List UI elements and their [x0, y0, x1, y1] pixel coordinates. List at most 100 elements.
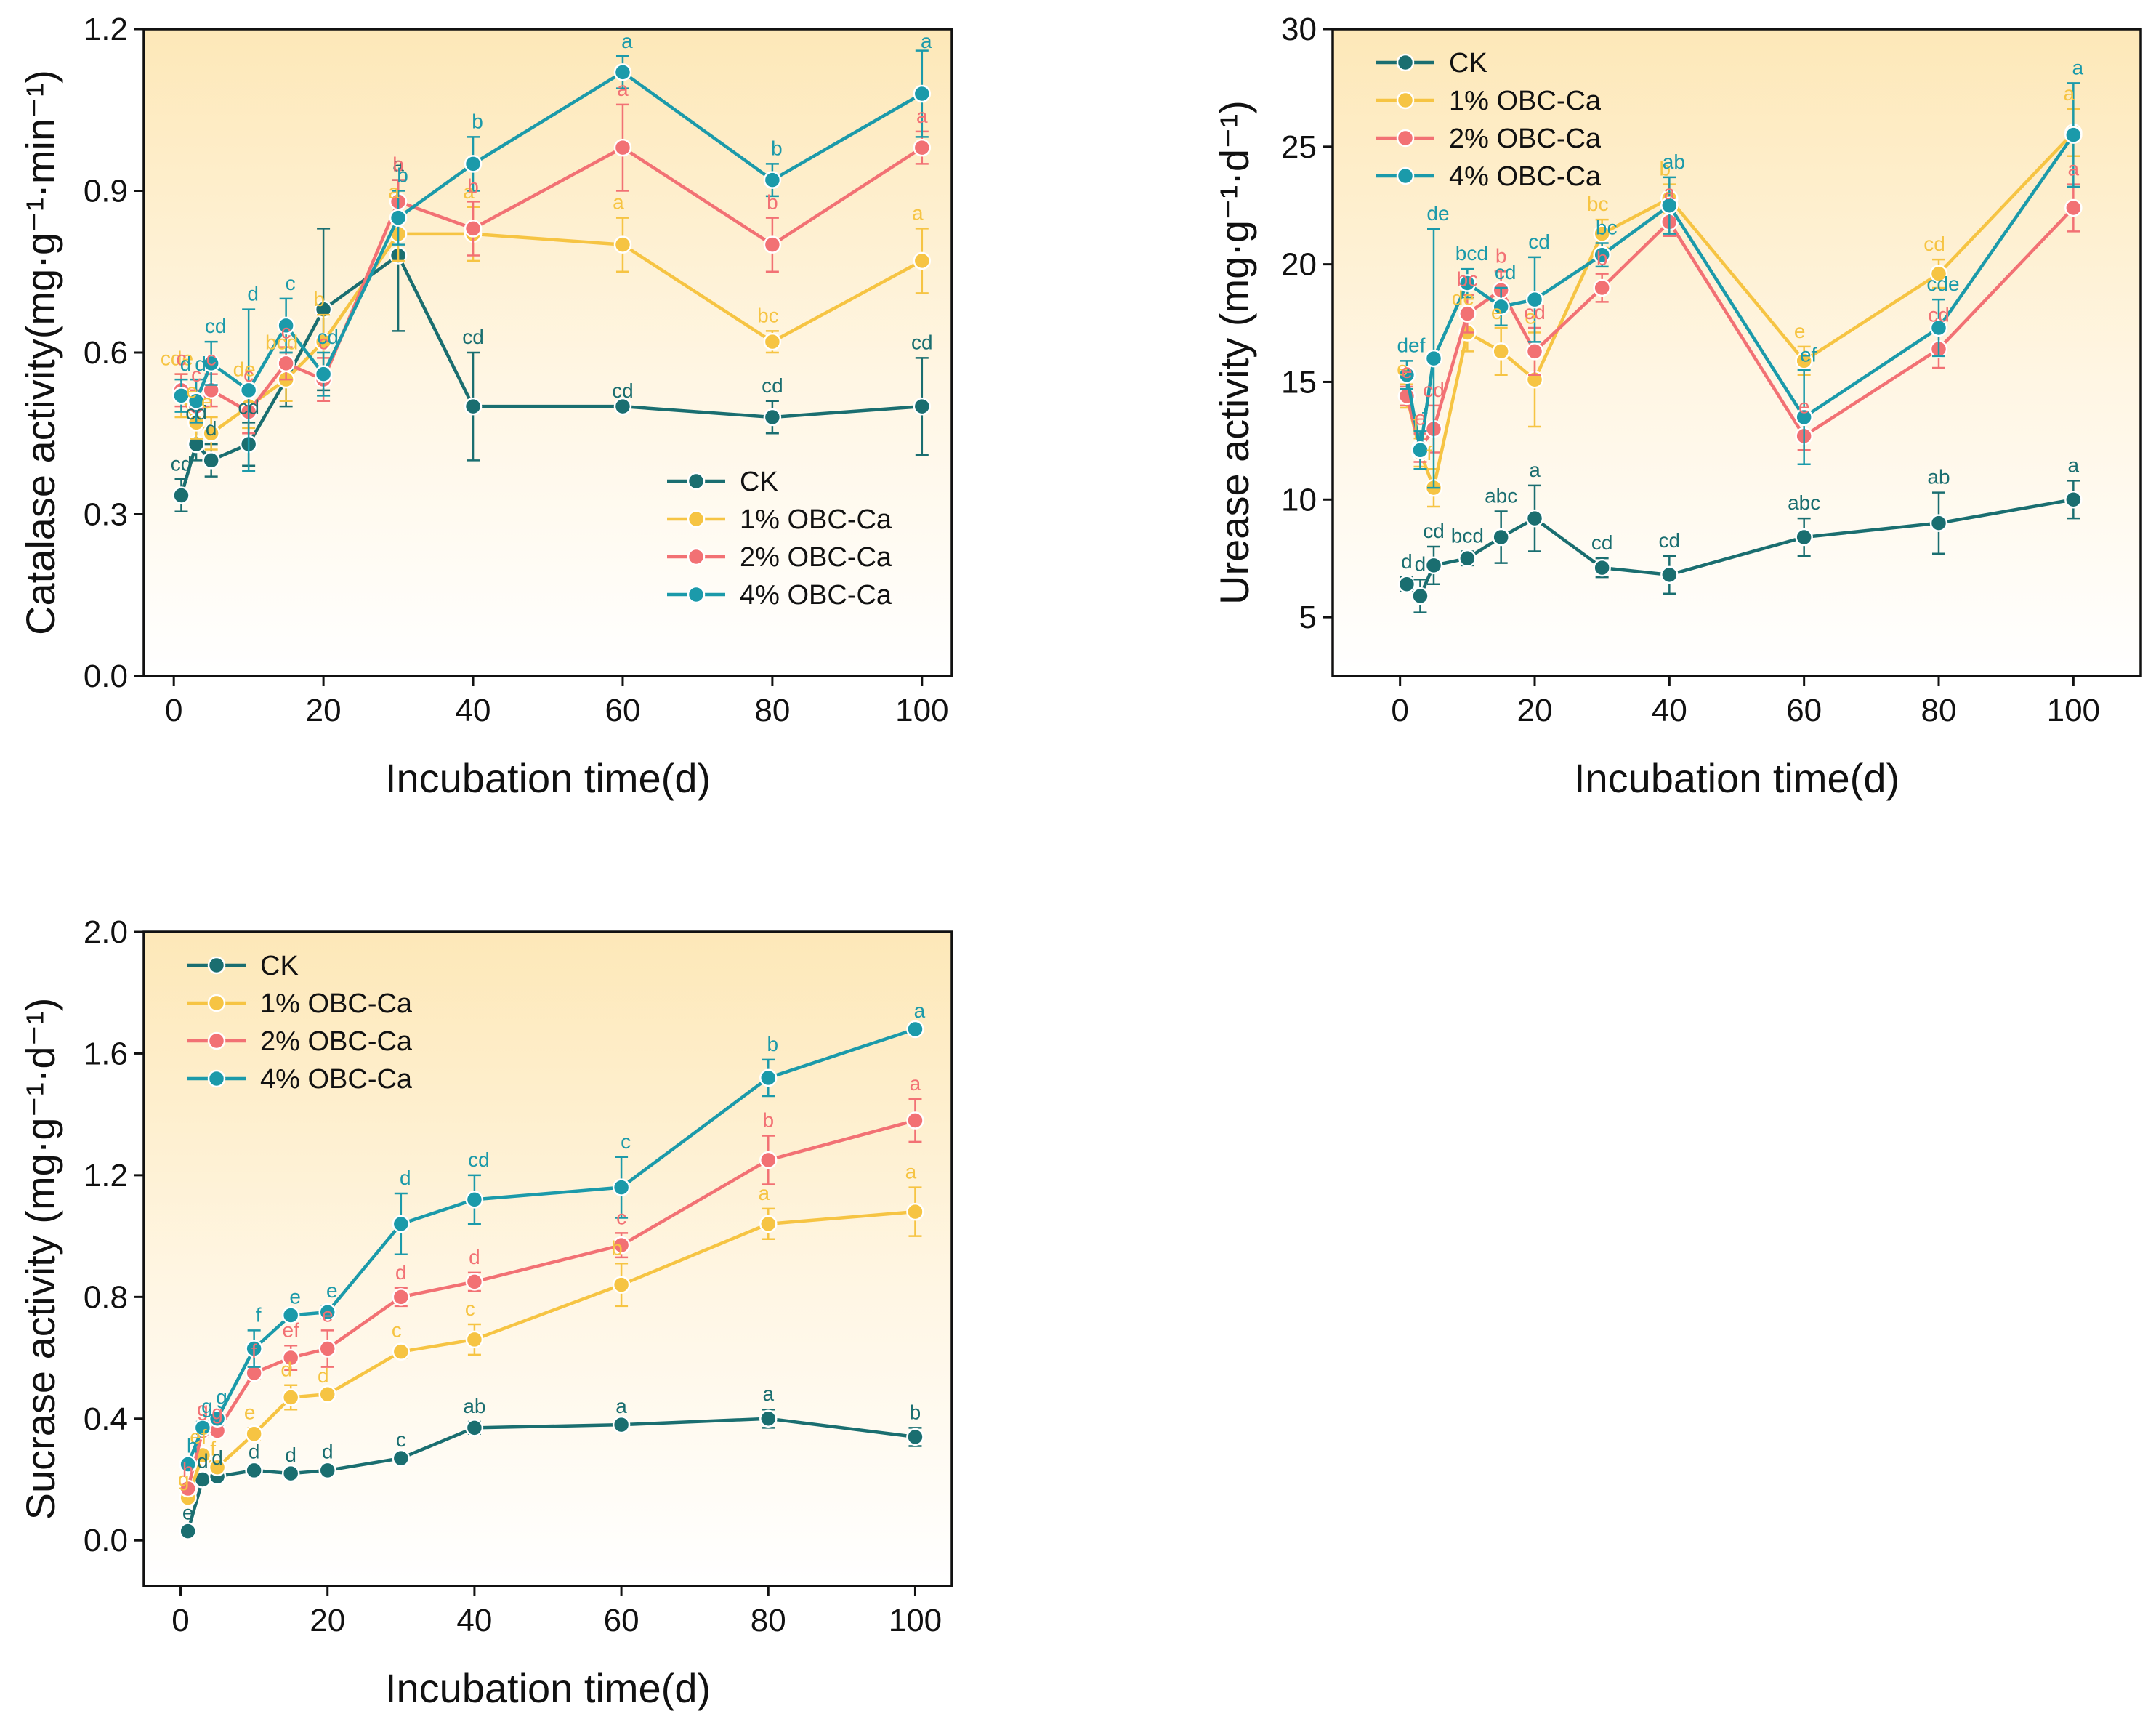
- data-point: [179, 1455, 197, 1473]
- data-point: [612, 1178, 631, 1196]
- data-point: [1795, 408, 1813, 427]
- y-tick-label: 0.0: [84, 659, 128, 694]
- data-point: [1397, 366, 1416, 384]
- data-point: [392, 1342, 411, 1361]
- significance-label: cde: [1926, 273, 1959, 295]
- significance-label: bc: [1457, 268, 1479, 291]
- significance-label: cd: [317, 326, 339, 348]
- data-point: [906, 1111, 924, 1130]
- series-4pct-obc-ca: [179, 1020, 924, 1473]
- x-tick-label: 60: [605, 693, 640, 728]
- data-point: [906, 1202, 924, 1221]
- significance-label: c: [465, 1297, 475, 1320]
- significance-label: def: [1397, 334, 1425, 356]
- significance-label: a: [916, 105, 928, 127]
- significance-label: ef: [1800, 343, 1817, 366]
- data-point: [245, 1461, 263, 1480]
- data-point: [202, 354, 220, 373]
- significance-label: e: [1491, 301, 1503, 323]
- y-tick-label: 0.4: [84, 1401, 128, 1437]
- data-point: [913, 397, 932, 416]
- data-point: [1660, 565, 1679, 584]
- y-tick-label: 30: [1281, 12, 1317, 47]
- x-tick-label: 20: [1517, 693, 1553, 728]
- y-tick-label: 15: [1281, 364, 1317, 400]
- data-point: [1458, 305, 1477, 323]
- significance-label: bcd: [1451, 524, 1484, 547]
- significance-label: d: [280, 1358, 292, 1381]
- significance-label: a: [921, 30, 932, 52]
- significance-label: a: [621, 30, 633, 52]
- significance-label: a: [1529, 459, 1541, 481]
- data-point: [187, 392, 206, 410]
- significance-label: c: [176, 347, 186, 370]
- significance-label: b: [1495, 244, 1507, 267]
- significance-label: cd: [185, 401, 207, 424]
- x-tick-label: 20: [310, 1603, 345, 1638]
- data-point: [465, 1273, 484, 1291]
- y-tick-label: 0.3: [84, 497, 128, 533]
- significance-label: e: [1798, 395, 1810, 417]
- data-point: [464, 155, 483, 173]
- significance-label: cd: [171, 452, 193, 475]
- significance-label: cd: [762, 374, 783, 397]
- significance-label: c: [206, 347, 217, 370]
- y-tick-label: 1.2: [84, 1158, 128, 1193]
- significance-label: de: [233, 358, 256, 381]
- data-point: [613, 235, 632, 254]
- data-point: [613, 397, 632, 416]
- x-tick-label: 0: [1391, 693, 1408, 728]
- data-point: [245, 1340, 263, 1358]
- data-point: [281, 1464, 300, 1483]
- significance-label: c: [318, 331, 328, 353]
- data-point: [1525, 509, 1544, 528]
- x-tick-label: 0: [165, 693, 182, 728]
- data-point: [281, 1348, 300, 1367]
- data-point: [763, 332, 782, 351]
- data-point: [1424, 349, 1443, 368]
- significance-label: e: [1794, 320, 1806, 342]
- significance-label: b: [767, 191, 778, 214]
- urease-chart-panel: 5 10 15 20 25 30 0 20 40 60 80 100 Incubation time(d…: [1211, 12, 2142, 801]
- significance-label: a: [762, 1382, 774, 1405]
- data-point: [1593, 225, 1611, 243]
- significance-label: g: [201, 1395, 213, 1417]
- data-point: [906, 1020, 924, 1039]
- significance-label: f: [1426, 442, 1432, 464]
- significance-label: b: [313, 288, 325, 310]
- data-point: [612, 1276, 631, 1294]
- data-point: [1929, 318, 1948, 337]
- significance-label: ef: [190, 1425, 207, 1448]
- data-point: [318, 1340, 336, 1358]
- significance-label: d: [1401, 550, 1413, 573]
- significance-label: e: [186, 379, 198, 402]
- y-tick-label: 5: [1299, 600, 1317, 635]
- significance-label: cd: [1528, 230, 1550, 253]
- significance-label: d: [180, 353, 192, 375]
- significance-label: a: [617, 78, 629, 100]
- data-point: [318, 1461, 336, 1480]
- significance-label: d: [322, 1441, 334, 1463]
- significance-label: bc: [1596, 217, 1618, 239]
- significance-label: d: [197, 1449, 209, 1472]
- significance-label: cd: [1423, 520, 1445, 542]
- significance-label: a: [910, 1072, 921, 1095]
- data-point: [1458, 549, 1477, 568]
- plot-background: [144, 932, 952, 1586]
- series-4pct-obc-ca: [172, 49, 932, 472]
- significance-label: b: [771, 137, 783, 159]
- x-axis-title: Incubation time(d): [1574, 755, 1899, 801]
- significance-label: c: [286, 272, 296, 294]
- legend-marker: [207, 1031, 226, 1050]
- significance-label: a: [463, 180, 475, 203]
- data-point: [1492, 297, 1510, 316]
- data-point: [465, 1191, 484, 1209]
- data-point: [913, 84, 932, 103]
- x-tick-label: 40: [456, 693, 491, 728]
- significance-label: h: [187, 1434, 198, 1457]
- significance-label: c: [616, 1206, 626, 1228]
- y-tick-label: 25: [1281, 129, 1317, 165]
- significance-label: g: [197, 1398, 209, 1420]
- data-point: [2064, 198, 2083, 217]
- legend-label: 1% OBC-Ca: [260, 989, 413, 1019]
